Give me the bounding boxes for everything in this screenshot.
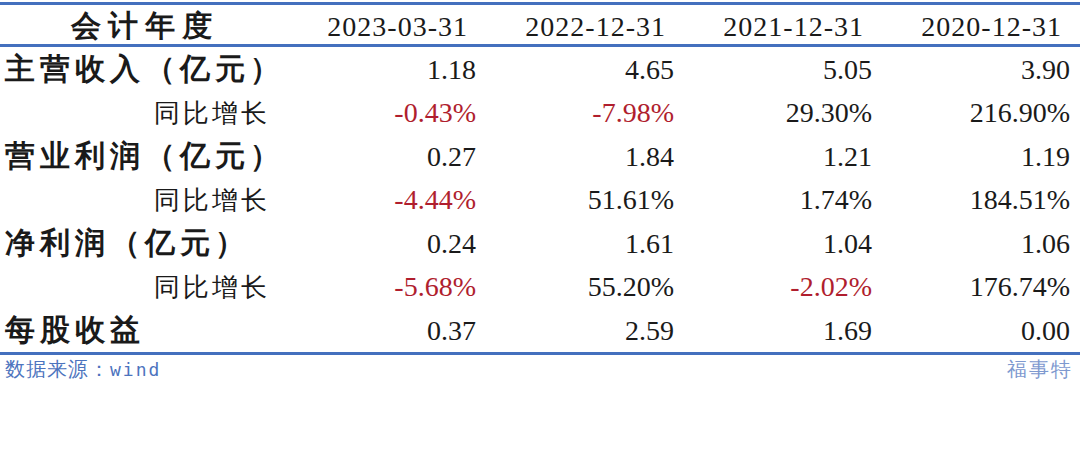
header-date-1: 2022-12-31 bbox=[478, 5, 676, 48]
table-row-growth: 同比增长-4.44%51.61%1.74%184.51% bbox=[0, 179, 1072, 223]
cell-value: 0.24 bbox=[290, 222, 478, 266]
row-label: 营业利润（亿元） bbox=[0, 135, 290, 179]
cell-value: 1.04 bbox=[676, 222, 874, 266]
row-label: 同比增长 bbox=[0, 92, 290, 136]
brand-watermark: 福事特 bbox=[1007, 356, 1073, 383]
data-source-note: 数据来源：wind bbox=[5, 356, 161, 383]
table-row-metric: 净利润（亿元）0.241.611.041.06 bbox=[0, 222, 1072, 266]
cell-value: 0.00 bbox=[874, 309, 1072, 353]
cell-value: 1.19 bbox=[874, 135, 1072, 179]
table-row-metric: 主营收入（亿元）1.184.655.053.90 bbox=[0, 48, 1072, 92]
cell-value: 51.61% bbox=[478, 179, 676, 223]
cell-value: 0.27 bbox=[290, 135, 478, 179]
table-row-growth: 同比增长-0.43%-7.98%29.30%216.90% bbox=[0, 92, 1072, 136]
cell-value: 1.18 bbox=[290, 48, 478, 92]
cell-value: 1.06 bbox=[874, 222, 1072, 266]
data-source-value: wind bbox=[110, 359, 161, 380]
cell-value: 216.90% bbox=[874, 92, 1072, 136]
header-fiscal-year-label: 会计年度 bbox=[0, 5, 290, 48]
cell-value: 5.05 bbox=[676, 48, 874, 92]
cell-value: 1.21 bbox=[676, 135, 874, 179]
header-date-0: 2023-03-31 bbox=[290, 5, 478, 48]
data-source-label: 数据来源： bbox=[5, 358, 110, 380]
cell-value: 176.74% bbox=[874, 266, 1072, 310]
cell-value: -0.43% bbox=[290, 92, 478, 136]
cell-value: 55.20% bbox=[478, 266, 676, 310]
row-label: 同比增长 bbox=[0, 266, 290, 310]
table-row-growth: 同比增长-5.68%55.20%-2.02%176.74% bbox=[0, 266, 1072, 310]
table-header-row: 会计年度 2023-03-312022-12-312021-12-312020-… bbox=[0, 5, 1072, 48]
row-label: 主营收入（亿元） bbox=[0, 48, 290, 92]
header-date-3: 2020-12-31 bbox=[874, 5, 1072, 48]
financial-table: 会计年度 2023-03-312022-12-312021-12-312020-… bbox=[0, 5, 1072, 353]
cell-value: 1.74% bbox=[676, 179, 874, 223]
cell-value: 4.65 bbox=[478, 48, 676, 92]
cell-value: -2.02% bbox=[676, 266, 874, 310]
cell-value: -4.44% bbox=[290, 179, 478, 223]
cell-value: -7.98% bbox=[478, 92, 676, 136]
cell-value: 1.61 bbox=[478, 222, 676, 266]
footer: 数据来源：wind 福事特 bbox=[0, 356, 1080, 382]
cell-value: 1.84 bbox=[478, 135, 676, 179]
cell-value: 2.59 bbox=[478, 309, 676, 353]
table-body: 主营收入（亿元）1.184.655.053.90同比增长-0.43%-7.98%… bbox=[0, 48, 1072, 353]
cell-value: -5.68% bbox=[290, 266, 478, 310]
cell-value: 0.37 bbox=[290, 309, 478, 353]
financial-summary-page: 会计年度 2023-03-312022-12-312021-12-312020-… bbox=[0, 0, 1080, 449]
cell-value: 29.30% bbox=[676, 92, 874, 136]
cell-value: 184.51% bbox=[874, 179, 1072, 223]
table-row-metric: 每股收益0.372.591.690.00 bbox=[0, 309, 1072, 353]
row-label: 净利润（亿元） bbox=[0, 222, 290, 266]
cell-value: 1.69 bbox=[676, 309, 874, 353]
row-label: 同比增长 bbox=[0, 179, 290, 223]
row-label: 每股收益 bbox=[0, 309, 290, 353]
header-date-2: 2021-12-31 bbox=[676, 5, 874, 48]
cell-value: 3.90 bbox=[874, 48, 1072, 92]
table-row-metric: 营业利润（亿元）0.271.841.211.19 bbox=[0, 135, 1072, 179]
